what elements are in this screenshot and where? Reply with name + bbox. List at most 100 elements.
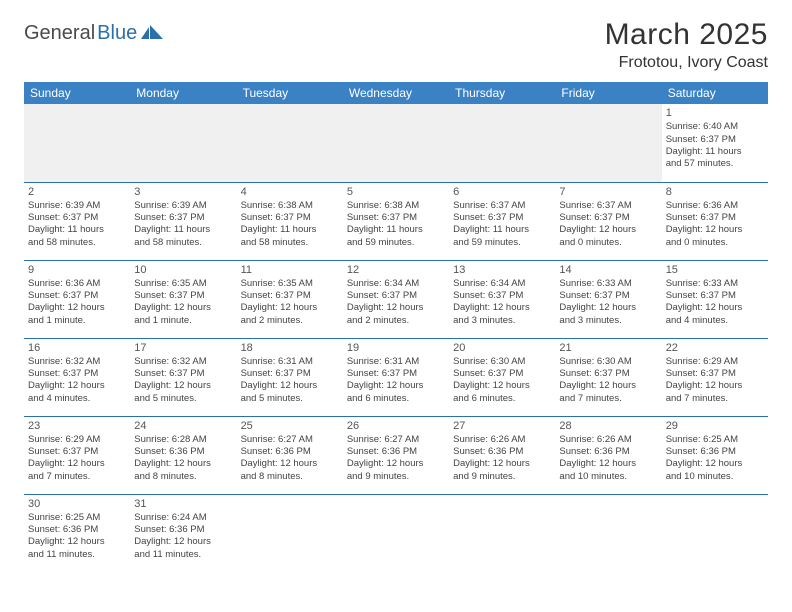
cell-line: and 5 minutes.	[134, 393, 232, 405]
cell-line: Daylight: 12 hours	[134, 380, 232, 392]
cell-line: Sunrise: 6:31 AM	[347, 356, 445, 368]
cell-line: Daylight: 12 hours	[666, 224, 764, 236]
cell-line: Sunrise: 6:40 AM	[666, 121, 764, 133]
cell-line: Sunset: 6:37 PM	[453, 212, 551, 224]
calendar-cell: 1Sunrise: 6:40 AMSunset: 6:37 PMDaylight…	[662, 104, 768, 182]
logo: GeneralBlue	[24, 22, 163, 45]
calendar-cell: 28Sunrise: 6:26 AMSunset: 6:36 PMDayligh…	[555, 416, 661, 494]
day-number: 12	[347, 263, 445, 277]
calendar-cell: 23Sunrise: 6:29 AMSunset: 6:37 PMDayligh…	[24, 416, 130, 494]
cell-line: Sunrise: 6:30 AM	[559, 356, 657, 368]
cell-line: Sunset: 6:37 PM	[241, 212, 339, 224]
cell-line: Daylight: 12 hours	[559, 224, 657, 236]
flag-icon	[141, 23, 163, 44]
weekday-header: Sunday	[24, 82, 130, 104]
cell-line: and 1 minute.	[134, 315, 232, 327]
cell-line: Sunrise: 6:32 AM	[28, 356, 126, 368]
day-number: 11	[241, 263, 339, 277]
cell-line: Daylight: 11 hours	[28, 224, 126, 236]
cell-line: and 5 minutes.	[241, 393, 339, 405]
calendar-cell: 22Sunrise: 6:29 AMSunset: 6:37 PMDayligh…	[662, 338, 768, 416]
day-number: 26	[347, 419, 445, 433]
title-block: March 2025 Frototou, Ivory Coast	[605, 18, 768, 72]
cell-line: Sunrise: 6:34 AM	[347, 278, 445, 290]
cell-line: and 9 minutes.	[347, 471, 445, 483]
cell-line: Daylight: 12 hours	[453, 380, 551, 392]
cell-line: Sunset: 6:36 PM	[453, 446, 551, 458]
cell-line: Daylight: 12 hours	[347, 380, 445, 392]
day-number: 8	[666, 185, 764, 199]
cell-line: Sunset: 6:37 PM	[241, 290, 339, 302]
day-number: 6	[453, 185, 551, 199]
cell-line: Daylight: 12 hours	[134, 458, 232, 470]
calendar-cell: 31Sunrise: 6:24 AMSunset: 6:36 PMDayligh…	[130, 494, 236, 572]
calendar-cell	[237, 494, 343, 572]
cell-line: Sunrise: 6:34 AM	[453, 278, 551, 290]
day-number: 21	[559, 341, 657, 355]
cell-line: Sunrise: 6:32 AM	[134, 356, 232, 368]
cell-line: Daylight: 12 hours	[28, 458, 126, 470]
cell-line: Sunset: 6:37 PM	[28, 446, 126, 458]
cell-line: Daylight: 12 hours	[347, 302, 445, 314]
cell-line: Sunset: 6:37 PM	[666, 212, 764, 224]
location: Frototou, Ivory Coast	[605, 54, 768, 72]
calendar-cell: 11Sunrise: 6:35 AMSunset: 6:37 PMDayligh…	[237, 260, 343, 338]
calendar-cell: 16Sunrise: 6:32 AMSunset: 6:37 PMDayligh…	[24, 338, 130, 416]
calendar-cell: 4Sunrise: 6:38 AMSunset: 6:37 PMDaylight…	[237, 182, 343, 260]
calendar-cell: 2Sunrise: 6:39 AMSunset: 6:37 PMDaylight…	[24, 182, 130, 260]
cell-line: Sunset: 6:37 PM	[28, 212, 126, 224]
cell-line: Daylight: 12 hours	[453, 302, 551, 314]
cell-line: Sunset: 6:37 PM	[559, 290, 657, 302]
day-number: 16	[28, 341, 126, 355]
cell-line: Daylight: 11 hours	[134, 224, 232, 236]
day-number: 29	[666, 419, 764, 433]
day-number: 22	[666, 341, 764, 355]
calendar-week-row: 30Sunrise: 6:25 AMSunset: 6:36 PMDayligh…	[24, 494, 768, 572]
calendar-week-row: 9Sunrise: 6:36 AMSunset: 6:37 PMDaylight…	[24, 260, 768, 338]
cell-line: Sunrise: 6:25 AM	[666, 434, 764, 446]
cell-line: and 58 minutes.	[134, 237, 232, 249]
cell-line: Sunrise: 6:27 AM	[241, 434, 339, 446]
calendar-cell	[343, 104, 449, 182]
cell-line: Daylight: 12 hours	[666, 380, 764, 392]
calendar-cell: 12Sunrise: 6:34 AMSunset: 6:37 PMDayligh…	[343, 260, 449, 338]
calendar-cell: 27Sunrise: 6:26 AMSunset: 6:36 PMDayligh…	[449, 416, 555, 494]
cell-line: Sunset: 6:37 PM	[241, 368, 339, 380]
cell-line: Sunrise: 6:26 AM	[559, 434, 657, 446]
cell-line: Daylight: 11 hours	[347, 224, 445, 236]
cell-line: Sunset: 6:37 PM	[28, 290, 126, 302]
calendar-body: 1Sunrise: 6:40 AMSunset: 6:37 PMDaylight…	[24, 104, 768, 572]
day-number: 25	[241, 419, 339, 433]
cell-line: Sunset: 6:36 PM	[134, 446, 232, 458]
day-number: 5	[347, 185, 445, 199]
calendar-cell: 29Sunrise: 6:25 AMSunset: 6:36 PMDayligh…	[662, 416, 768, 494]
day-number: 24	[134, 419, 232, 433]
cell-line: Daylight: 12 hours	[28, 302, 126, 314]
cell-line: Daylight: 12 hours	[666, 302, 764, 314]
cell-line: Sunrise: 6:33 AM	[666, 278, 764, 290]
calendar-cell: 9Sunrise: 6:36 AMSunset: 6:37 PMDaylight…	[24, 260, 130, 338]
cell-line: Sunrise: 6:27 AM	[347, 434, 445, 446]
calendar-cell	[555, 104, 661, 182]
cell-line: and 59 minutes.	[347, 237, 445, 249]
logo-text-general: General	[24, 22, 95, 45]
calendar-cell: 17Sunrise: 6:32 AMSunset: 6:37 PMDayligh…	[130, 338, 236, 416]
calendar-cell: 6Sunrise: 6:37 AMSunset: 6:37 PMDaylight…	[449, 182, 555, 260]
calendar-cell: 13Sunrise: 6:34 AMSunset: 6:37 PMDayligh…	[449, 260, 555, 338]
cell-line: Sunrise: 6:29 AM	[28, 434, 126, 446]
cell-line: Sunrise: 6:36 AM	[28, 278, 126, 290]
weekday-header: Saturday	[662, 82, 768, 104]
day-number: 15	[666, 263, 764, 277]
day-number: 14	[559, 263, 657, 277]
cell-line: and 57 minutes.	[666, 158, 764, 170]
cell-line: Daylight: 12 hours	[559, 380, 657, 392]
day-number: 7	[559, 185, 657, 199]
calendar-cell: 25Sunrise: 6:27 AMSunset: 6:36 PMDayligh…	[237, 416, 343, 494]
cell-line: Sunrise: 6:33 AM	[559, 278, 657, 290]
cell-line: Daylight: 12 hours	[559, 458, 657, 470]
day-number: 23	[28, 419, 126, 433]
calendar-cell: 24Sunrise: 6:28 AMSunset: 6:36 PMDayligh…	[130, 416, 236, 494]
day-number: 20	[453, 341, 551, 355]
day-number: 2	[28, 185, 126, 199]
cell-line: Sunset: 6:37 PM	[347, 290, 445, 302]
